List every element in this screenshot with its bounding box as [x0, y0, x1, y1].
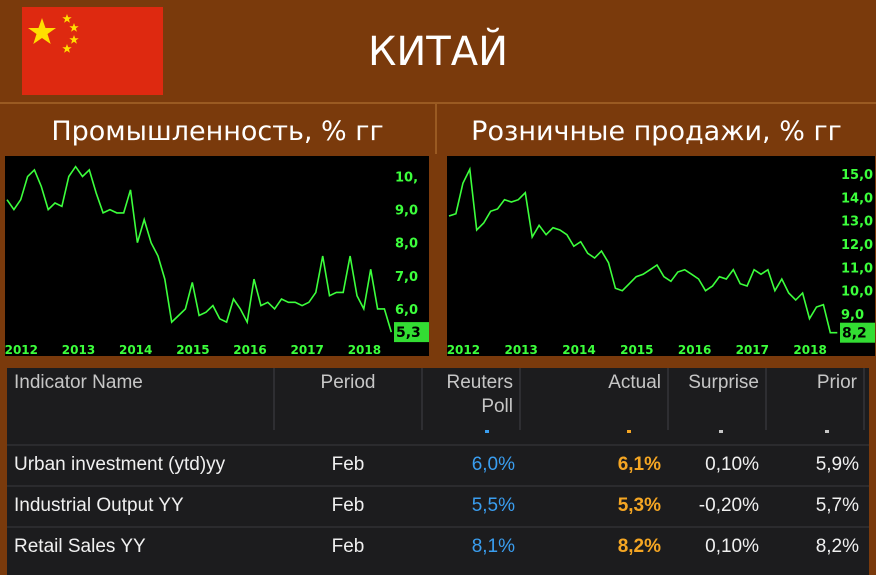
- table-row[interactable]: Industrial Output YY Feb 5,5% 5,3% -0,20…: [7, 485, 869, 525]
- column-separator: [421, 368, 423, 430]
- industry-chart: 6,0 7,0 8,0 9,0 10, 5,3 2012 2013 2014 2015 2016 20…: [5, 156, 429, 356]
- header-indicator-name[interactable]: Indicator Name: [14, 372, 143, 393]
- x-tick-label: 2017: [736, 343, 769, 356]
- x-tick-label: 2016: [678, 343, 711, 356]
- y-tick-label: 15,0: [841, 168, 873, 183]
- china-flag-icon: [22, 7, 163, 95]
- x-tick-label: 2018: [793, 343, 826, 356]
- header-prior[interactable]: Prior: [816, 372, 857, 393]
- y-tick-label: 9,0: [841, 308, 864, 323]
- y-tick-label: 14,0: [841, 191, 873, 206]
- column-separator: [667, 368, 669, 430]
- actual-value: 5,3%: [617, 495, 661, 516]
- poll-value: 6,0%: [471, 454, 515, 475]
- x-tick-label: 2015: [620, 343, 653, 356]
- indicator-name: Retail Sales YY: [14, 536, 146, 557]
- x-tick-label: 2014: [562, 343, 595, 356]
- retail-panel-title: Розничные продажи, % гг: [471, 116, 842, 147]
- column-separator: [765, 368, 767, 430]
- industry-panel-title: Промышленность, % гг: [51, 116, 384, 147]
- last-value-label: 8,2: [842, 326, 867, 342]
- header-divider: [0, 102, 876, 104]
- indicator-name: Urban investment (ytd)yy: [14, 454, 226, 475]
- table-row[interactable]: Urban investment (ytd)yy Feb 6,0% 6,1% 0…: [7, 444, 869, 484]
- x-tick-label: 2015: [176, 343, 209, 356]
- y-tick-label: 8,0: [395, 237, 418, 252]
- panel-divider: [435, 104, 437, 154]
- table-header: Indicator Name Period Reuters Poll Actua…: [7, 368, 869, 430]
- period-value: Feb: [331, 454, 365, 475]
- x-tick-label: 2014: [119, 343, 152, 356]
- surprise-value: 0,10%: [705, 536, 759, 557]
- y-tick-label: 9,0: [395, 204, 418, 219]
- x-tick-label: 2012: [5, 343, 38, 356]
- header-actual[interactable]: Actual: [608, 372, 661, 393]
- actual-value: 6,1%: [617, 454, 661, 475]
- prior-value: 5,9%: [815, 454, 859, 475]
- y-tick-label: 12,0: [841, 238, 873, 253]
- retail-chart-svg: 9,0 10,0 11,0 12,0 13,0 14,0 15,0 8,2 2012 2013 20…: [447, 166, 875, 356]
- period-value: Feb: [331, 495, 365, 516]
- indicator-table: Indicator Name Period Reuters Poll Actua…: [7, 368, 869, 575]
- clipped-text-fragment: [825, 430, 829, 433]
- x-tick-label: 2012: [447, 343, 480, 356]
- clipped-text-fragment: [627, 430, 631, 433]
- x-tick-label: 2017: [290, 343, 323, 356]
- x-tick-label: 2018: [348, 343, 381, 356]
- column-separator: [273, 368, 275, 430]
- partially-hidden-row: [7, 430, 869, 444]
- surprise-value: -0,20%: [698, 495, 759, 516]
- series-line: [6, 165, 393, 333]
- header-surprise[interactable]: Surprise: [688, 372, 759, 393]
- prior-value: 5,7%: [815, 495, 859, 516]
- last-value-badge: [394, 322, 429, 343]
- header-period[interactable]: Period: [320, 372, 376, 393]
- y-tick-label: 10,: [395, 171, 418, 186]
- header-reuters-poll-line1: Reuters: [446, 372, 513, 393]
- header-reuters-poll-line2: Poll: [481, 396, 513, 417]
- poll-value: 8,1%: [471, 536, 515, 557]
- y-tick-label: 13,0: [841, 215, 873, 230]
- last-value-badge: [840, 322, 875, 343]
- x-tick-label: 2013: [504, 343, 537, 356]
- industry-chart-svg: 6,0 7,0 8,0 9,0 10, 5,3 2012 2013 2014 2015 2016 20…: [5, 165, 429, 356]
- header-reuters-poll[interactable]: Reuters Poll: [423, 368, 519, 430]
- y-tick-label: 11,0: [841, 261, 873, 276]
- last-value-label: 5,3: [396, 325, 421, 341]
- period-value: Feb: [331, 536, 365, 557]
- clipped-text-fragment: [485, 430, 489, 433]
- column-separator: [863, 368, 865, 430]
- retail-chart: 9,0 10,0 11,0 12,0 13,0 14,0 15,0 8,2 2012 2013 20…: [447, 156, 875, 356]
- y-tick-label: 6,0: [395, 303, 418, 318]
- surprise-value: 0,10%: [705, 454, 759, 475]
- page-title: КИТАЙ: [367, 29, 509, 75]
- prior-value: 8,2%: [815, 536, 859, 557]
- x-tick-label: 2013: [62, 343, 95, 356]
- y-tick-label: 10,0: [841, 285, 873, 300]
- table-row[interactable]: Retail Sales YY Feb 8,1% 8,2% 0,10% 8,2%: [7, 526, 869, 566]
- y-tick-label: 7,0: [395, 270, 418, 285]
- clipped-text-fragment: [719, 430, 723, 433]
- column-separator: [519, 368, 521, 430]
- poll-value: 5,5%: [471, 495, 515, 516]
- indicator-name: Industrial Output YY: [14, 495, 184, 516]
- actual-value: 8,2%: [617, 536, 661, 557]
- series-line: [448, 166, 838, 334]
- x-tick-label: 2016: [233, 343, 266, 356]
